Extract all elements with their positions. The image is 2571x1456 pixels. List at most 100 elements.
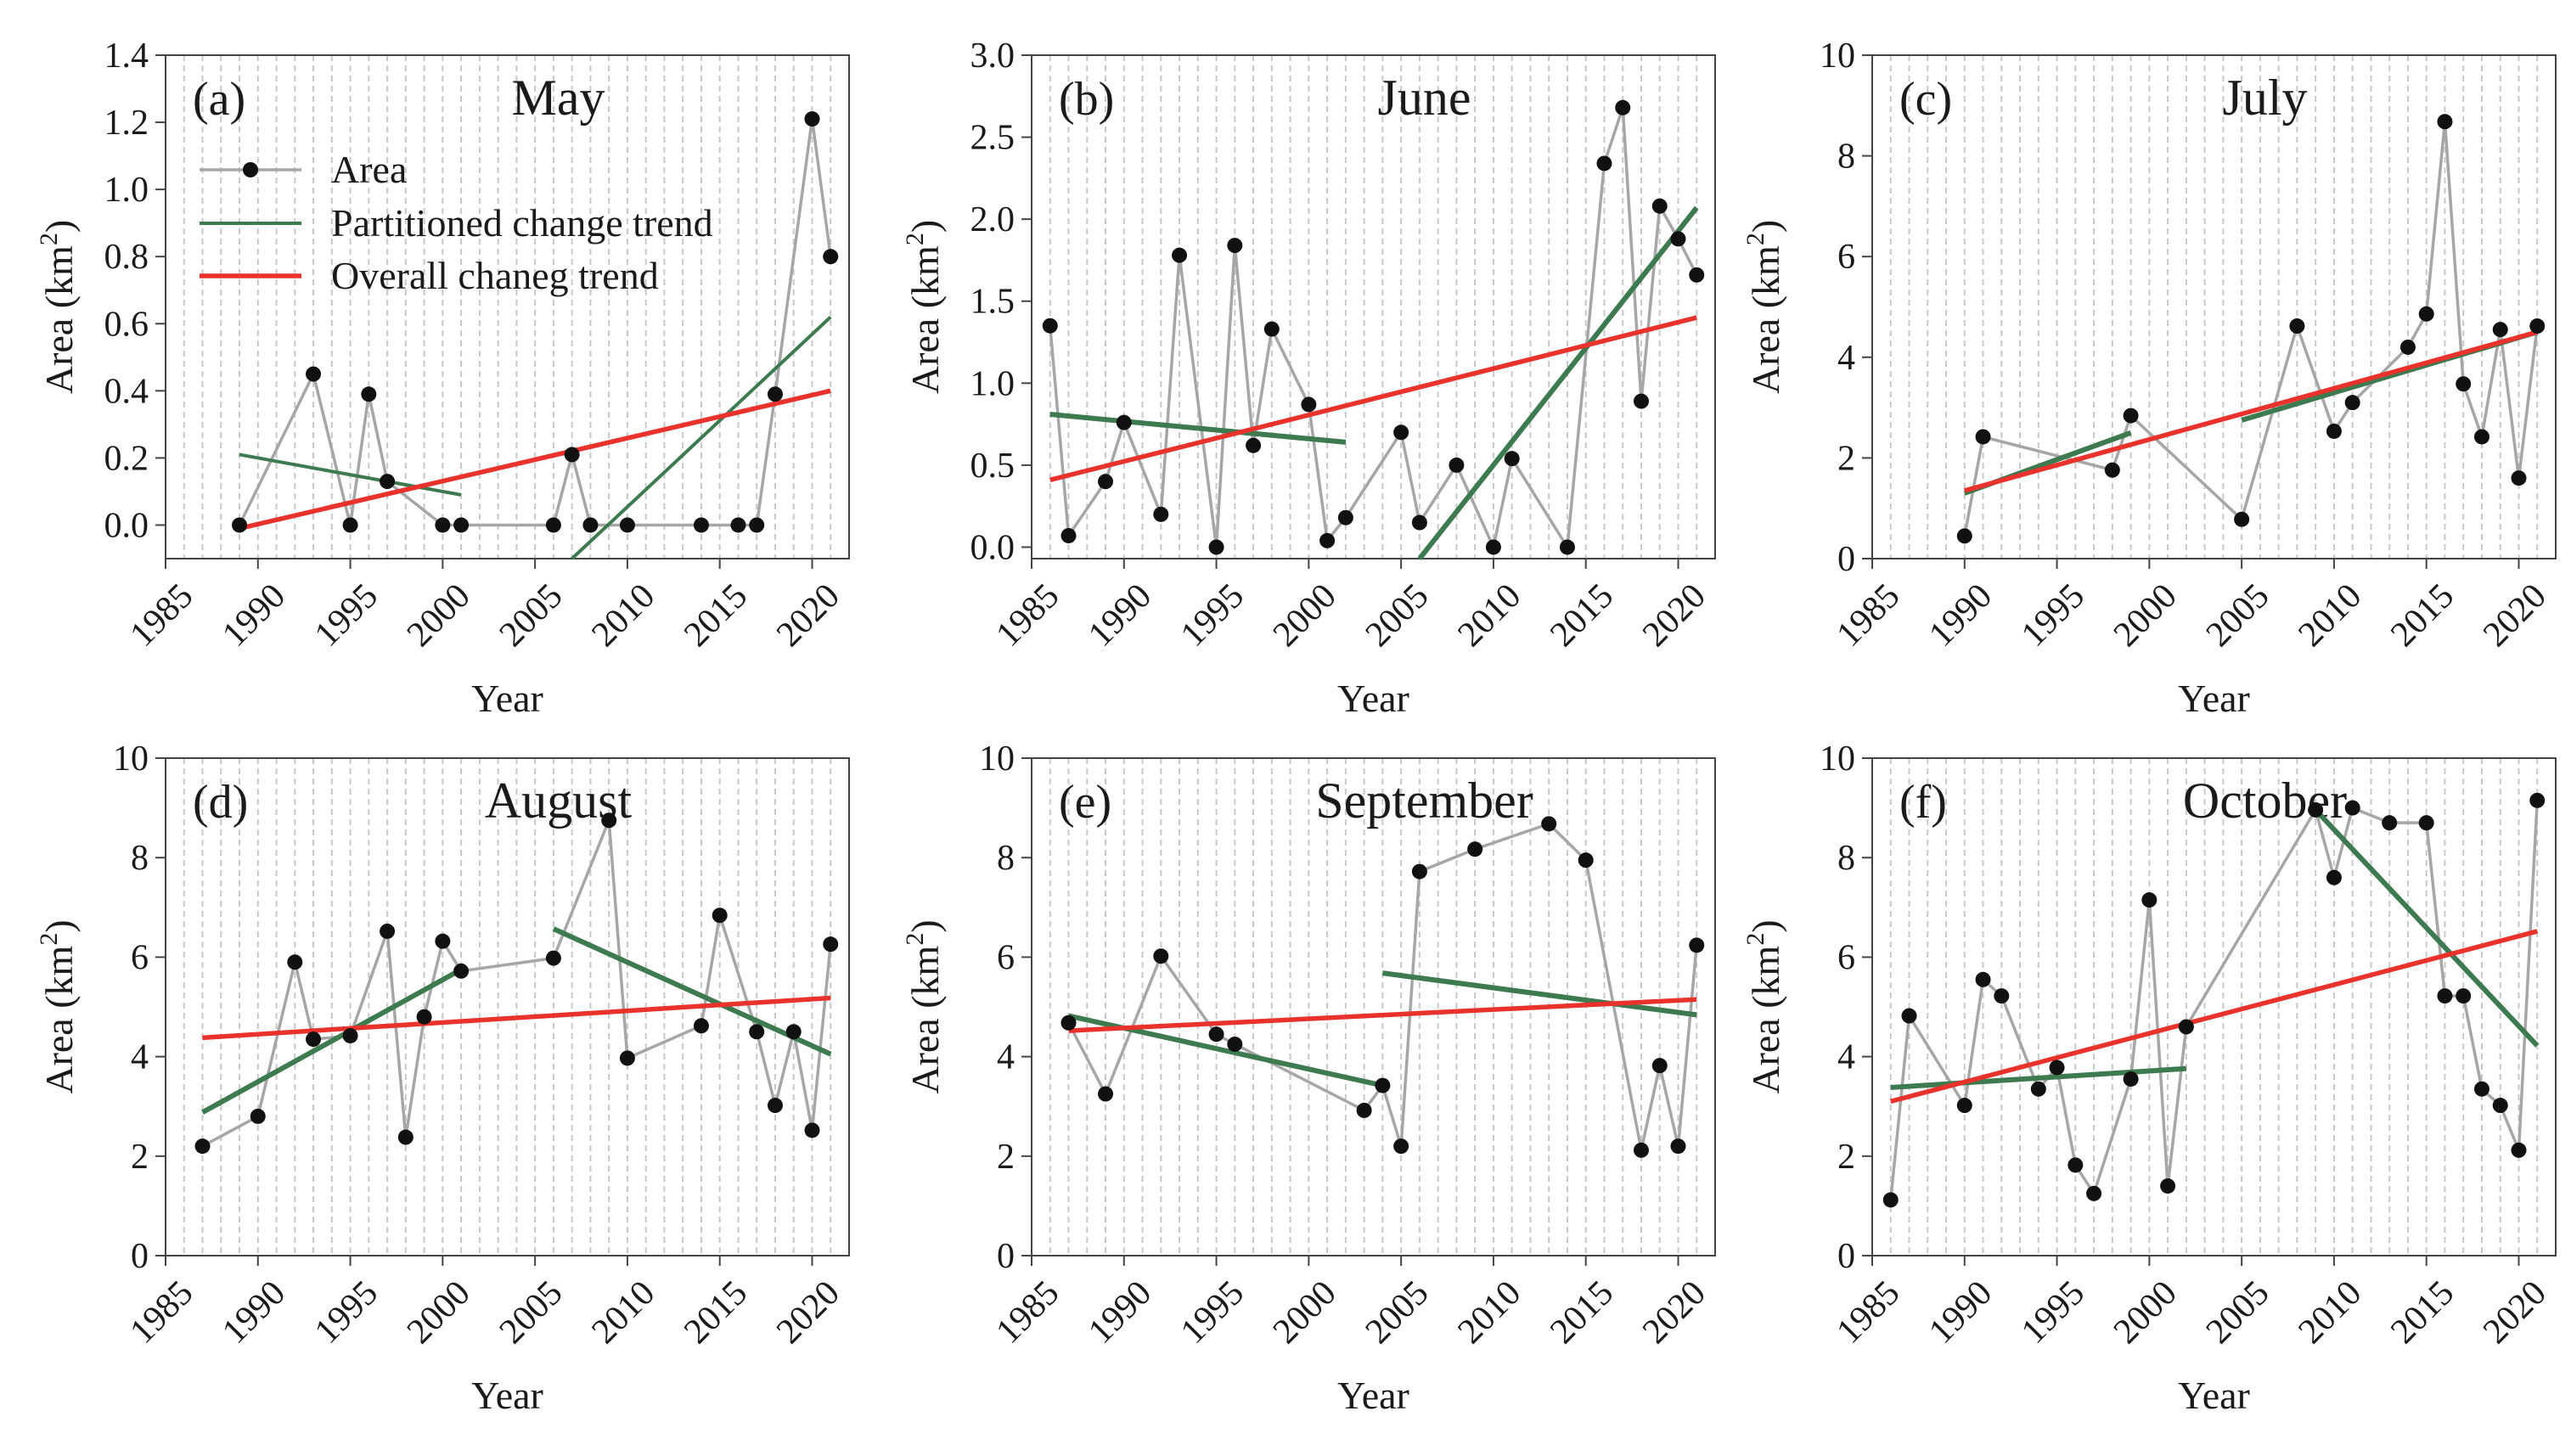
data-point [601,812,617,829]
data-point [2492,322,2508,338]
data-point [1670,1138,1686,1155]
y-tick-label: 0.2 [104,439,149,478]
data-point [545,517,561,533]
data-point [1153,948,1169,964]
data-point [306,1032,322,1048]
x-axis-title: Year [1337,1374,1409,1417]
y-tick-label: 6 [1837,238,1855,277]
overall-trend-line [1890,929,2538,1104]
panel-tag: (a) [193,73,245,126]
data-point [2344,395,2360,411]
plot-frame [1871,54,2557,559]
data-point [2141,892,2158,908]
plot-frame [165,54,850,559]
y-tick-label: 4 [997,1038,1015,1077]
y-tick-label: 2 [1837,439,1855,478]
data-point [1670,231,1686,247]
data-point [2473,429,2489,445]
data-point [767,1098,783,1114]
data-point [2492,1098,2508,1114]
y-tick-label: 0 [1837,540,1855,579]
x-axis-title: Year [1337,677,1409,720]
overall-trend-line [202,995,831,1041]
data-point [1227,238,1243,254]
x-axis-title: Year [471,1374,543,1417]
partitioned-trend-line [1381,970,1697,1018]
panel-tag: (c) [1899,73,1952,126]
data-point [1596,155,1612,171]
partitioned-trend-line [571,315,832,560]
x-axis-title: Year [2178,1374,2250,1417]
data-point [2344,800,2360,816]
data-point [1060,1015,1077,1031]
y-tick-label: 2 [131,1138,149,1177]
y-tick-label: 0.6 [104,305,149,344]
overall-trend-line [1068,997,1697,1033]
data-point [453,963,470,979]
data-point [823,936,839,953]
y-tick-label: 6 [1837,938,1855,977]
data-point [1411,514,1427,531]
partitioned-trend-line [2313,807,2540,1048]
plot-frame [1871,757,2557,1256]
data-point [397,1129,413,1145]
data-point [693,1018,709,1034]
data-point [2049,1060,2065,1076]
data-point [2529,318,2546,334]
y-tick-label: 0 [1837,1237,1855,1276]
data-point [1098,474,1114,490]
data-point [2529,792,2546,808]
y-tick-label: 1.5 [970,283,1015,322]
data-point [342,1027,358,1043]
data-point [306,366,322,382]
data-point [361,386,377,402]
data-point [2178,1019,2194,1035]
data-point [1559,539,1575,555]
y-tick-label: 2 [997,1138,1015,1177]
data-point [712,908,728,924]
y-tick-label: 2.0 [970,200,1015,239]
data-point [1615,99,1631,115]
data-point [693,517,709,533]
data-point [194,1138,211,1155]
y-tick-label: 10 [1820,739,1855,779]
y-tick-label: 10 [1820,37,1855,76]
y-tick-label: 0.0 [970,528,1015,567]
data-point [1633,1142,1649,1158]
data-point [2456,376,2472,392]
data-point [416,1009,432,1025]
data-point [1337,509,1353,526]
data-point [1060,527,1077,543]
data-point [1098,1086,1114,1102]
data-point [2511,1142,2527,1158]
data-point [1956,528,1972,544]
y-tick-label: 0.4 [104,372,149,411]
overall-trend-line [239,388,831,531]
y-tick-label: 0.5 [970,447,1015,486]
data-point [453,517,470,533]
data-point [250,1108,266,1124]
plot-frame [165,757,850,1256]
data-point [1882,1192,1899,1208]
partitioned-trend-line [1049,412,1347,445]
partitioned-trend-line [201,967,463,1115]
data-point [785,1024,802,1040]
overall-trend-line [1049,315,1697,482]
partitioned-trend-line [1890,1065,2187,1090]
data-point [1956,1098,1972,1114]
y-tick-label: 3.0 [970,37,1015,76]
y-tick-label: 0 [131,1237,149,1276]
partitioned-trend-line [1417,205,1699,560]
data-point [1393,424,1409,441]
y-tick-label: 0.8 [104,238,149,277]
data-point [619,517,635,533]
legend-area-marker [243,162,258,177]
x-axis-title: Year [471,677,543,720]
data-point [2123,1071,2139,1087]
data-point [2326,423,2342,439]
y-axis-title: Area (km2) [901,919,947,1093]
data-point [2418,306,2434,322]
data-point [1449,457,1465,473]
data-point [1208,1026,1224,1043]
data-point [2308,801,2324,818]
